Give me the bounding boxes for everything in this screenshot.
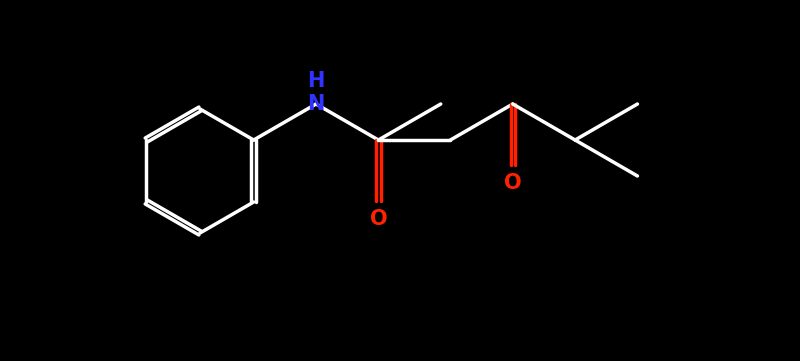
Text: N: N	[307, 94, 325, 114]
Text: O: O	[504, 173, 522, 193]
Text: H: H	[307, 71, 325, 91]
Text: O: O	[370, 209, 387, 229]
